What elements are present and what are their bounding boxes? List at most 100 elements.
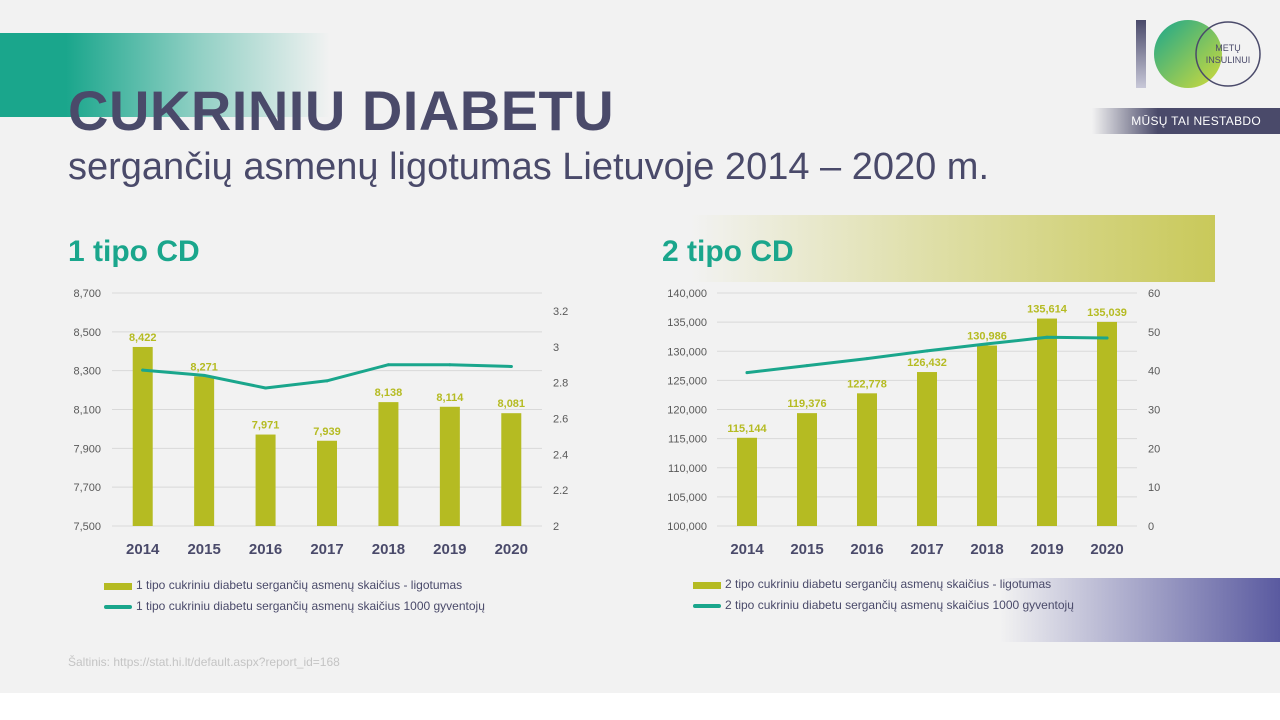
y-left-tick-label: 8,300 xyxy=(73,366,101,378)
line-point xyxy=(865,357,869,361)
source-note: Šaltinis: https://stat.hi.lt/default.asp… xyxy=(68,655,340,669)
y-left-tick-label: 130,000 xyxy=(667,346,707,358)
x-tick-label: 2015 xyxy=(187,541,220,558)
y-left-tick-label: 7,900 xyxy=(73,443,101,455)
legend-line-label: 1 tipo cukriniu diabetu sergančių asmenų… xyxy=(136,599,485,613)
slide: CUKRINIU DIABETU sergančių asmenų ligotu… xyxy=(0,0,1280,693)
line-point xyxy=(325,379,329,383)
bar xyxy=(977,345,997,526)
bar-data-label: 8,081 xyxy=(498,398,526,410)
y-left-tick-label: 140,000 xyxy=(667,288,707,300)
chart1-type1-diabetes: 7,500 7,700 7,900 8,100 8,300 8,500 8,700 2 2.2 2… xyxy=(73,288,568,558)
x-tick-label: 2018 xyxy=(372,541,405,558)
bar-data-label: 135,039 xyxy=(1087,307,1127,319)
x-tick-label: 2018 xyxy=(970,541,1003,558)
bar-data-label: 122,778 xyxy=(847,378,887,390)
y-right-tick-label: 2 xyxy=(553,521,559,533)
y-left-tick-label: 110,000 xyxy=(668,463,707,475)
y-right-tick-label: 10 xyxy=(1148,482,1160,494)
y-right-tick-label: 2.6 xyxy=(553,413,568,425)
bar xyxy=(132,346,153,526)
legend-bar-label: 2 tipo cukriniu diabetu sergančių asmenų… xyxy=(725,577,1052,591)
bar xyxy=(857,393,877,526)
y-right-tick-label: 2.2 xyxy=(553,485,568,497)
y-left-tick-label: 7,700 xyxy=(73,482,101,494)
x-tick-label: 2014 xyxy=(730,541,764,558)
bar xyxy=(255,434,276,526)
page-subtitle: sergančių asmenų ligotumas Lietuvoje 201… xyxy=(68,146,990,188)
x-tick-label: 2019 xyxy=(1030,541,1063,558)
bar-data-label: 119,376 xyxy=(787,398,826,410)
y-right-tick-label: 3.2 xyxy=(553,306,568,318)
legend-line-label: 2 tipo cukriniu diabetu sergančių asmenų… xyxy=(725,598,1074,612)
y-left-tick-label: 115,000 xyxy=(668,434,707,446)
bar-data-label: 8,271 xyxy=(190,361,218,373)
chart2-type2-diabetes: 100,000 105,000 110,000 115,000 120,000 125,0… xyxy=(667,288,1160,558)
legend-line-swatch xyxy=(693,604,721,608)
page-title: CUKRINIU DIABETU xyxy=(68,79,615,142)
bar xyxy=(1097,321,1117,526)
x-tick-label: 2016 xyxy=(249,541,282,558)
bar xyxy=(917,372,937,526)
logo-text-line1: METŲ xyxy=(1215,43,1241,53)
teal-accent-band xyxy=(0,33,330,117)
y-left-tick-label: 8,100 xyxy=(73,405,101,417)
y-left-tick-label: 105,000 xyxy=(667,492,707,504)
y-right-tick-label: 50 xyxy=(1148,327,1160,339)
bar-data-label: 8,114 xyxy=(436,392,464,404)
bar-data-label: 8,422 xyxy=(129,332,157,344)
legend-bar-swatch xyxy=(104,583,132,590)
tagline-banner: MŪSŲ TAI NESTABDO xyxy=(1092,108,1280,134)
y-left-tick-label: 120,000 xyxy=(667,405,707,417)
y-right-tick-label: 3 xyxy=(553,342,559,354)
bar-data-label: 126,432 xyxy=(907,357,947,369)
y-right-tick-label: 40 xyxy=(1148,366,1160,378)
y-left-tick-label: 7,500 xyxy=(73,521,101,533)
y-left-tick-label: 8,700 xyxy=(73,288,101,300)
x-tick-label: 2019 xyxy=(433,541,466,558)
bar-data-label: 115,144 xyxy=(727,423,767,435)
y-left-tick-label: 125,000 xyxy=(667,375,707,387)
bar xyxy=(501,413,522,526)
line-point xyxy=(805,364,809,368)
bar xyxy=(1037,318,1057,526)
bar-data-label: 8,138 xyxy=(375,387,403,399)
bar-data-label: 7,971 xyxy=(252,420,280,432)
y-right-tick-label: 0 xyxy=(1148,521,1154,533)
bar xyxy=(797,413,817,526)
y-right-tick-label: 2.4 xyxy=(553,449,568,461)
line-point xyxy=(386,363,390,367)
yellow-accent-band xyxy=(690,215,1215,282)
x-tick-label: 2015 xyxy=(790,541,823,558)
x-tick-label: 2017 xyxy=(910,541,943,558)
bar xyxy=(737,437,757,526)
line-point xyxy=(985,342,989,346)
line-point xyxy=(745,371,749,375)
y-right-tick-label: 20 xyxy=(1148,443,1160,455)
line-point xyxy=(509,364,513,368)
logo-text-line2: INSULINUI xyxy=(1206,55,1251,65)
line-point xyxy=(1045,335,1049,339)
y-left-tick-label: 135,000 xyxy=(667,317,707,329)
line-point xyxy=(264,386,268,390)
bar-data-label: 130,986 xyxy=(967,331,1007,343)
line-point xyxy=(202,373,206,377)
x-tick-label: 2020 xyxy=(495,541,528,558)
100-years-insulin-logo: METŲ INSULINUI xyxy=(1136,20,1261,88)
line-point xyxy=(448,363,452,367)
x-tick-label: 2020 xyxy=(1090,541,1123,558)
x-tick-label: 2017 xyxy=(310,541,343,558)
legend-line-swatch xyxy=(104,605,132,609)
y-left-tick-label: 8,500 xyxy=(73,327,101,339)
y-right-tick-label: 30 xyxy=(1148,405,1160,417)
chart2-title: 2 tipo CD xyxy=(662,235,794,268)
bar xyxy=(194,376,215,526)
bar xyxy=(439,406,460,526)
line-point xyxy=(141,368,145,372)
line-point xyxy=(925,349,929,353)
legend-bar-swatch xyxy=(693,582,721,589)
line-point xyxy=(1105,336,1109,340)
blue-accent-band xyxy=(1000,578,1280,642)
bar xyxy=(378,402,399,526)
tagline-text: MŪSŲ TAI NESTABDO xyxy=(1131,114,1261,128)
